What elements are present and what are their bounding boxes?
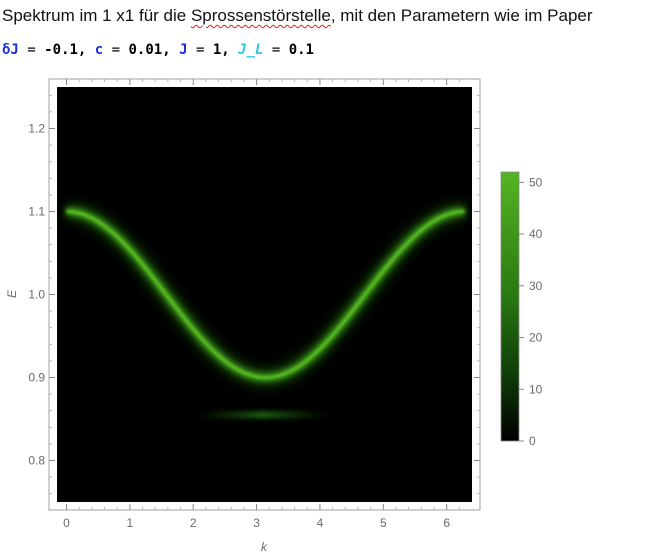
- x-axis-label: k: [261, 540, 268, 554]
- colorbar-tick-label: 0: [529, 434, 536, 448]
- y-axis: 0.8 0.9 1.0 1.1 1.2: [28, 94, 480, 495]
- colorbar-tick-label: 20: [529, 331, 543, 345]
- y-tick-label: 1.2: [28, 122, 45, 136]
- y-tick-label: 0.8: [28, 454, 45, 468]
- flat-level-band: [193, 411, 333, 419]
- density-background: [57, 87, 472, 502]
- x-tick-label: 2: [190, 516, 197, 530]
- colorbar-ticks: 0 10 20 30 40 50: [519, 175, 543, 448]
- colorbar-tick-label: 30: [529, 279, 543, 293]
- x-tick-label: 0: [63, 516, 70, 530]
- y-tick-label: 0.9: [28, 371, 45, 385]
- colorbar-tick-label: 10: [529, 382, 543, 396]
- colorbar-tick-label: 50: [529, 175, 543, 189]
- code-value-j: 1,: [212, 42, 230, 58]
- code-value-deltaj: -0.1,: [44, 42, 87, 58]
- colorbar-tick-label: 40: [529, 227, 543, 241]
- x-axis: 0 1 2 3 4 5 6: [63, 79, 460, 530]
- code-symbol-jl: J_L: [238, 42, 264, 58]
- y-tick-label: 1.0: [28, 288, 45, 302]
- code-eq: =: [187, 42, 213, 58]
- x-tick-label: 5: [380, 516, 387, 530]
- code-eq: =: [103, 42, 129, 58]
- density-layer: [66, 203, 465, 419]
- code-eq: =: [263, 42, 289, 58]
- code-eq: =: [18, 42, 45, 58]
- cell-title: Spektrum im 1 x1 für die Sprossenstörste…: [2, 6, 593, 26]
- code-value-jl: 0.1: [288, 42, 314, 58]
- band-core-line: [66, 210, 465, 380]
- title-misspelled-word[interactable]: Sprossenstörstelle: [190, 6, 331, 25]
- code-value-c: 0.01,: [128, 42, 171, 58]
- x-tick-label: 4: [317, 516, 324, 530]
- title-prefix: Spektrum im 1 x1 für die: [2, 6, 191, 25]
- y-axis-label: E: [5, 289, 19, 298]
- x-tick-label: 6: [443, 516, 450, 530]
- code-symbol-j: J: [179, 42, 188, 58]
- colorbar: [500, 171, 520, 442]
- y-tick-label: 1.1: [28, 205, 45, 219]
- code-symbol-deltaj: δJ: [2, 42, 19, 58]
- code-input-line[interactable]: δJ = -0.1, c = 0.01, J = 1, J_L = 0.1: [2, 42, 314, 58]
- x-tick-label: 3: [253, 516, 260, 530]
- code-symbol-c: c: [94, 42, 104, 58]
- x-tick-label: 1: [127, 516, 134, 530]
- title-suffix: , mit den Parametern wie im Paper: [330, 6, 593, 25]
